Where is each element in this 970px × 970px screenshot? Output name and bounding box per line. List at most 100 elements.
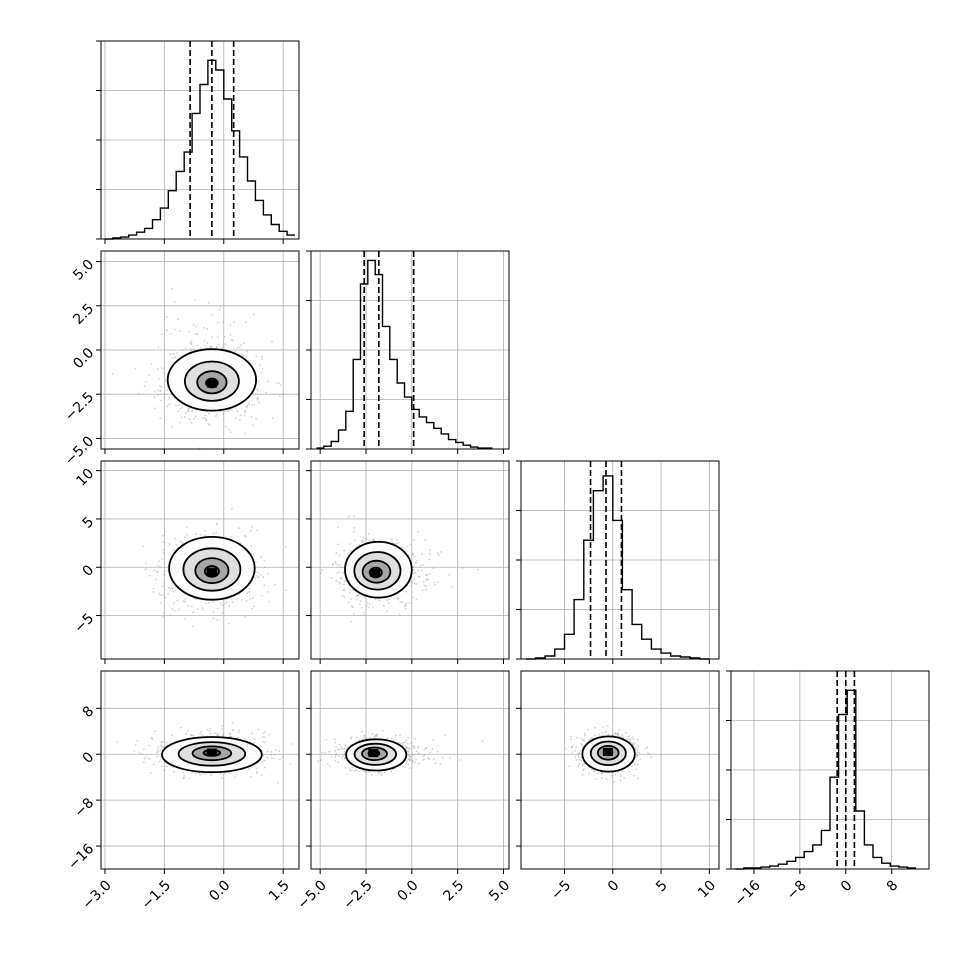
scatter-point xyxy=(632,744,635,747)
x-tick-label-3-2: 0 xyxy=(838,877,856,895)
scatter-point xyxy=(147,757,149,760)
scatter-point xyxy=(234,776,237,779)
scatter-point xyxy=(216,732,219,735)
scatter-point xyxy=(278,382,281,385)
scatter-point xyxy=(157,750,159,753)
scatter-point xyxy=(356,595,359,597)
scatter-point xyxy=(221,728,224,730)
scatter-point xyxy=(255,772,258,774)
scatter-point xyxy=(411,760,414,762)
histogram-steps-2 xyxy=(525,475,710,660)
scatter-point xyxy=(261,355,263,358)
scatter-point xyxy=(266,380,269,383)
scatter-point xyxy=(175,404,178,407)
scatter-point xyxy=(330,577,333,579)
scatter-point xyxy=(228,622,230,625)
scatter-point xyxy=(320,759,323,761)
scatter-point xyxy=(415,561,417,564)
scatter-point xyxy=(154,730,157,733)
scatter-point xyxy=(153,569,156,572)
scatter-point xyxy=(212,617,215,620)
scatter-point xyxy=(413,578,415,581)
scatter-point xyxy=(444,734,447,736)
scatter-point xyxy=(234,417,237,420)
scatter-point xyxy=(265,391,267,394)
scatter-point xyxy=(606,725,609,727)
scatter-point xyxy=(229,536,232,538)
x-tick-label-1-0: −5.0 xyxy=(295,877,330,912)
scatter-point xyxy=(414,738,417,740)
scatter-point xyxy=(629,738,632,741)
scatter-point xyxy=(267,600,270,603)
scatter-point xyxy=(282,756,284,758)
scatter-point xyxy=(174,537,176,540)
scatter-point xyxy=(349,589,351,591)
scatter-point xyxy=(411,552,414,555)
scatter-point xyxy=(266,756,269,759)
scatter-point xyxy=(416,750,418,752)
scatter-point xyxy=(192,734,195,737)
scatter-point xyxy=(406,750,409,753)
scatter-point xyxy=(223,335,226,338)
scatter-point xyxy=(583,739,585,742)
scatter-point xyxy=(218,308,221,311)
scatter-point xyxy=(257,397,259,399)
scatter-point xyxy=(380,774,382,777)
scatter-point xyxy=(201,772,204,775)
scatter-point xyxy=(157,394,159,397)
scatter-point xyxy=(570,746,573,749)
scatter-point xyxy=(436,750,439,753)
scatter-point xyxy=(256,770,258,773)
scatter-point xyxy=(198,772,201,775)
scatter-point xyxy=(151,738,154,740)
scatter-point xyxy=(169,588,172,590)
scatter-point xyxy=(383,604,385,607)
scatter-point xyxy=(179,421,181,424)
scatter-point xyxy=(172,357,174,359)
scatter-point xyxy=(451,585,454,588)
scatter-point xyxy=(335,579,338,582)
scatter-point xyxy=(366,601,369,604)
y-tick-label-2-3: 10 xyxy=(73,466,97,490)
scatter-point xyxy=(202,608,204,611)
scatter-point xyxy=(156,748,159,751)
scatter-point xyxy=(353,526,356,529)
scatter-point xyxy=(575,746,578,748)
scatter-point xyxy=(400,742,402,745)
scatter-point xyxy=(264,731,266,733)
scatter-point xyxy=(179,407,182,410)
scatter-point xyxy=(372,538,375,541)
scatter-point xyxy=(171,587,174,589)
scatter-point xyxy=(476,568,479,571)
scatter-point xyxy=(261,736,264,738)
scatter-point xyxy=(245,600,248,602)
scatter-point xyxy=(631,765,633,768)
scatter-point xyxy=(228,604,231,607)
scatter-point xyxy=(584,732,586,735)
scatter-point xyxy=(212,601,215,603)
scatter-point xyxy=(582,769,585,772)
scatter-point xyxy=(374,735,377,738)
scatter-point xyxy=(459,759,462,761)
scatter-point xyxy=(317,760,320,762)
scatter-point xyxy=(190,348,193,351)
scatter-point xyxy=(257,380,260,382)
scatter-point xyxy=(215,734,218,736)
scatter-point xyxy=(592,771,595,773)
scatter-point xyxy=(184,617,187,620)
scatter-point xyxy=(166,389,169,391)
scatter-point xyxy=(223,410,226,413)
scatter-point xyxy=(216,346,219,348)
scatter-point xyxy=(143,761,145,764)
scatter-point xyxy=(199,533,202,536)
scatter-point xyxy=(194,332,197,335)
scatter-point xyxy=(623,776,626,779)
scatter-point xyxy=(137,393,140,396)
scatter-point xyxy=(238,527,240,530)
scatter-point xyxy=(256,397,259,399)
scatter-point xyxy=(222,321,225,323)
panel-frame-3-1 xyxy=(310,670,510,870)
scatter-point xyxy=(395,734,397,737)
scatter-point xyxy=(183,597,186,600)
scatter-point xyxy=(348,769,351,772)
